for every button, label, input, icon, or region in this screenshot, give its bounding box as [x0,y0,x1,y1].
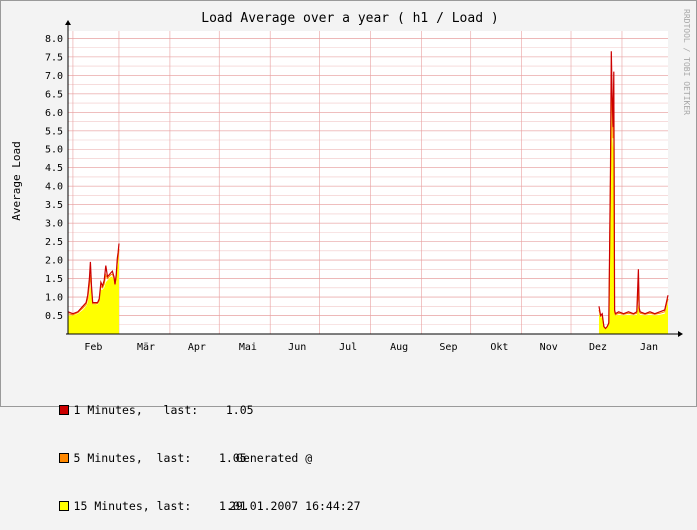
legend-row: 1 Minutes, last: 1.05 [17,386,254,417]
y-tick-label: 5.0 [45,145,63,156]
area-15min [68,254,119,334]
x-tick-label: Dez [589,342,607,353]
y-tick-label: 2.5 [45,237,63,248]
legend-label-15min: 15 Minutes, last: 1.01 [73,499,247,513]
y-tick-label: 0.5 [45,311,63,322]
x-tick-label: Nov [540,342,558,353]
x-tick-label: Mai [239,342,257,353]
grid-lines [68,31,668,334]
legend-swatch-15min [58,500,69,511]
x-tick-label: Sep [439,342,457,353]
y-tick-label: 4.0 [45,182,63,193]
y-axis-arrow [65,20,71,25]
legend-swatch-1min [58,404,69,415]
y-tick-label: 2.0 [45,256,63,267]
chart-svg: 0.5 1.0 1.5 2.0 2.5 3.0 3.5 4.0 4.5 5.0 5.5 6.0 6.5 7… [10,9,691,353]
x-tick-label: Jul [339,342,357,353]
y-tick-label: 6.0 [45,108,63,119]
chart-title: Load Average over a year ( h1 / Load ) [201,11,498,26]
y-tick-label: 7.0 [45,71,63,82]
line-1min [598,51,669,330]
rrdtool-credit: RRDTOOL / TOBI OETIKER [682,9,691,115]
y-tick-label: 4.5 [45,163,63,174]
chart-frame: 0.5 1.0 1.5 2.0 2.5 3.0 3.5 4.0 4.5 5.0 5.5 6.0 6.5 7… [0,0,697,513]
y-tick-label: 3.0 [45,219,63,230]
line-1min [67,243,120,315]
plot-background [68,31,668,334]
y-tick-label: 1.5 [45,274,63,285]
x-axis-arrow [678,331,683,337]
legend: 1 Minutes, last: 1.05 5 Minutes, last: 1… [17,354,361,530]
tick-labels: 0.5 1.0 1.5 2.0 2.5 3.0 3.5 4.0 4.5 5.0 5.5 6.0 6.5 7… [45,34,658,353]
y-tick-label: 8.0 [45,34,63,45]
y-tick-label: 6.5 [45,89,63,100]
x-tick-label: Feb [84,342,102,353]
y-tick-label: 1.0 [45,293,63,304]
y-tick-label: 5.5 [45,126,63,137]
legend-label-1min: 1 Minutes, last: 1.05 [73,403,254,417]
x-tick-label: Jan [640,342,658,353]
x-tick-label: Jun [288,342,306,353]
axes [65,20,683,337]
y-tick-label: 7.5 [45,52,63,63]
legend-swatch-5min [58,452,69,463]
legend-label-5min: 5 Minutes, last: 1.05 [73,451,247,465]
data-areas [67,51,669,334]
area-15min [598,101,668,334]
x-tick-label: Apr [188,342,206,353]
x-tick-label: Aug [390,342,408,353]
generated-label: Generated @ [236,451,313,465]
legend-row: 15 Minutes, last: 1.01 29.01.2007 16:44:2… [17,482,361,513]
x-tick-label: Mär [137,342,155,353]
y-axis-label: Average Load [10,141,23,220]
generated-timestamp: 29.01.2007 16:44:27 [229,499,361,513]
legend-row: 5 Minutes, last: 1.05 Generated @ [17,434,312,465]
y-tick-label: 3.5 [45,200,63,211]
x-tick-label: Okt [490,342,508,353]
